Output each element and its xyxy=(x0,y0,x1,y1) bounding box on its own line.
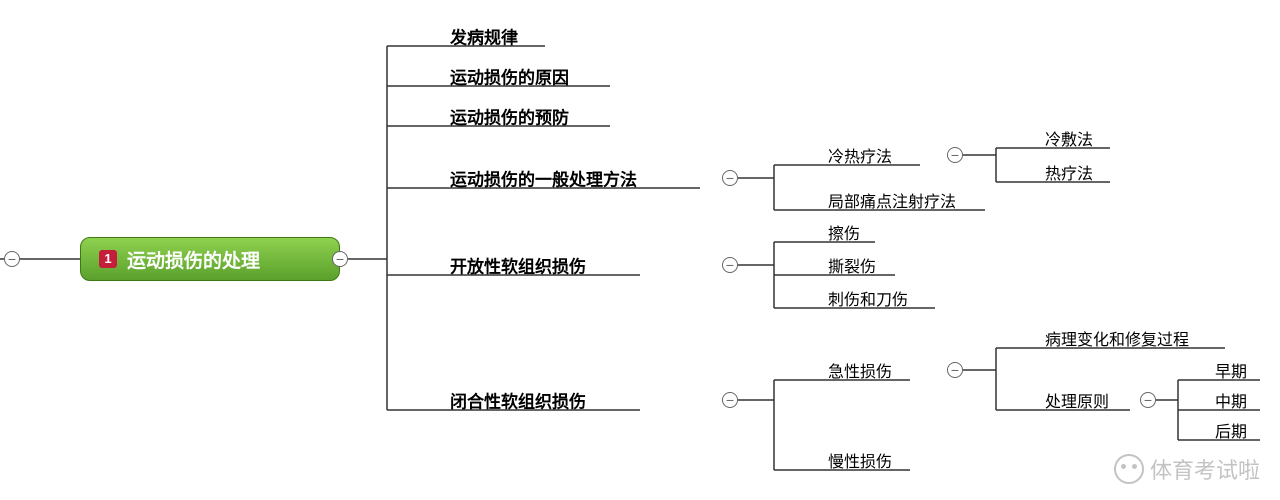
collapse-toggle[interactable]: − xyxy=(722,170,738,186)
collapse-toggle[interactable]: − xyxy=(722,392,738,408)
node-label: 处理原则 xyxy=(1045,388,1109,412)
collapse-toggle[interactable]: − xyxy=(1140,392,1156,408)
root-badge: 1 xyxy=(99,250,117,268)
node-label: 运动损伤的原因 xyxy=(450,64,569,89)
node-label: 冷热疗法 xyxy=(828,143,892,167)
node-label: 发病规律 xyxy=(450,24,518,49)
collapse-toggle[interactable]: − xyxy=(722,257,738,273)
watermark-text: 体育考试啦 xyxy=(1150,453,1260,485)
node-label: 运动损伤的一般处理方法 xyxy=(450,166,637,191)
root-label: 运动损伤的处理 xyxy=(127,246,260,273)
wechat-icon xyxy=(1114,454,1144,484)
node-label: 冷敷法 xyxy=(1045,126,1093,150)
node-label: 刺伤和刀伤 xyxy=(828,286,908,310)
node-label: 病理变化和修复过程 xyxy=(1045,326,1189,350)
node-label: 急性损伤 xyxy=(828,358,892,382)
node-label: 开放性软组织损伤 xyxy=(450,253,586,278)
node-label: 中期 xyxy=(1215,388,1247,412)
collapse-toggle[interactable]: − xyxy=(947,362,963,378)
node-label: 运动损伤的预防 xyxy=(450,104,569,129)
node-label: 闭合性软组织损伤 xyxy=(450,388,586,413)
watermark: 体育考试啦 xyxy=(1114,453,1260,485)
node-label: 撕裂伤 xyxy=(828,253,876,277)
root-node[interactable]: 1 运动损伤的处理 xyxy=(80,237,340,281)
node-label: 慢性损伤 xyxy=(828,448,892,472)
node-label: 后期 xyxy=(1215,418,1247,442)
node-label: 擦伤 xyxy=(828,220,860,244)
node-label: 局部痛点注射疗法 xyxy=(828,188,956,212)
node-label: 热疗法 xyxy=(1045,160,1093,184)
collapse-toggle[interactable]: − xyxy=(4,251,20,267)
collapse-toggle[interactable]: − xyxy=(947,147,963,163)
node-label: 早期 xyxy=(1215,358,1247,382)
collapse-toggle[interactable]: − xyxy=(332,251,348,267)
